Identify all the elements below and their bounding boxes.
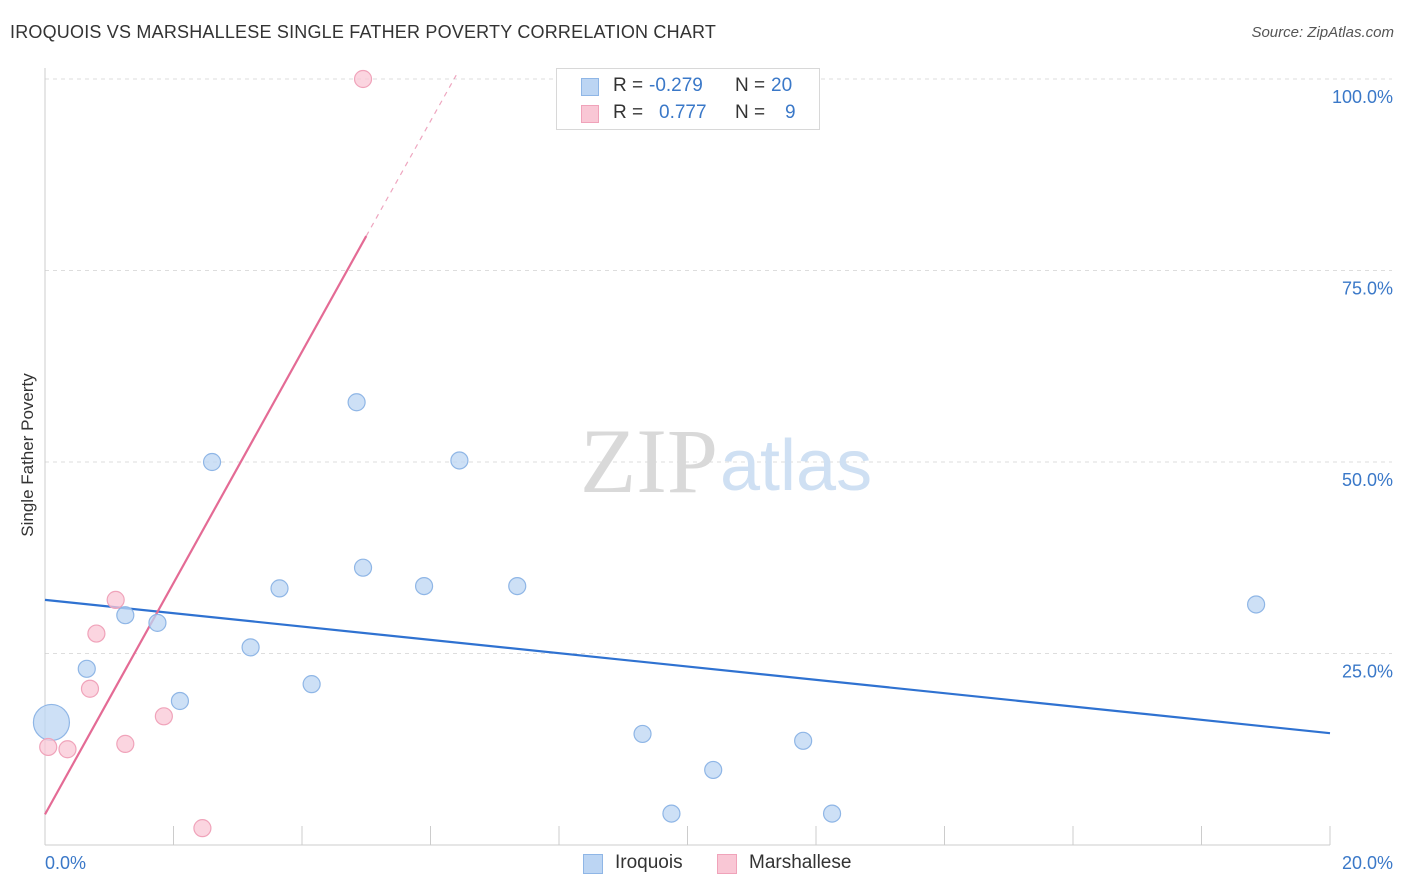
marshallese-point [80, 679, 100, 698]
source-label: Source: ZipAtlas.com [1251, 24, 1394, 41]
marshallese-trend-line [44, 235, 368, 815]
legend-label-marshallese: Marshallese [749, 852, 852, 873]
iroquois-point [116, 606, 135, 625]
iroquois-point [508, 576, 527, 596]
n-label: N = [735, 102, 766, 123]
watermark-zip: ZIP [580, 410, 718, 512]
r-label: R = [613, 102, 644, 123]
marshallese-point [106, 590, 125, 609]
iroquois-point [170, 691, 190, 711]
n-label: N = [735, 75, 766, 96]
trend-lines [44, 74, 1331, 815]
marshallese-point [116, 734, 135, 753]
iroquois-point [32, 703, 71, 742]
marshallese-legend-swatch [717, 854, 737, 874]
tick-labels: 25.0% 50.0% 75.0% 100.0% 0.0% 20.0% [45, 87, 1393, 873]
watermark-atlas: atlas [720, 426, 872, 506]
iroquois-point [1247, 595, 1266, 614]
legend-label-iroquois: Iroquois [615, 852, 683, 873]
iroquois-point [450, 451, 469, 470]
iroquois-point [77, 659, 96, 678]
marshallese-point [58, 740, 77, 759]
iroquois-point [353, 558, 373, 577]
n-value: 9 [785, 102, 796, 123]
marshallese-trend-extension [365, 74, 457, 237]
iroquois-point [414, 576, 434, 596]
iroquois-point [148, 613, 167, 632]
data-points [32, 69, 1266, 838]
iroquois-point [241, 638, 260, 657]
r-value: -0.279 [649, 75, 703, 96]
grid-lines [45, 78, 1392, 654]
iroquois-point [662, 804, 681, 823]
x-tick-label: 20.0% [1342, 853, 1393, 873]
r-label: R = [613, 75, 644, 96]
x-tick-label: 0.0% [45, 853, 86, 873]
y-tick-label: 25.0% [1342, 662, 1393, 682]
iroquois-swatch [581, 78, 599, 96]
iroquois-point [270, 579, 289, 598]
marshallese-point [154, 707, 173, 726]
chart-title: IROQUOIS VS MARSHALLESE SINGLE FATHER PO… [10, 22, 717, 42]
marshallese-point [39, 737, 58, 757]
n-value: 20 [771, 75, 793, 96]
iroquois-point [633, 724, 652, 744]
iroquois-point [202, 452, 222, 472]
iroquois-point [704, 760, 723, 780]
axes [44, 68, 1331, 846]
y-tick-label: 75.0% [1342, 279, 1393, 299]
marshallese-swatch [581, 105, 599, 123]
stats-legend: R = -0.279 N = 20 R = 0.777 N = 9 [556, 68, 820, 130]
iroquois-point [794, 731, 813, 750]
iroquois-legend-swatch [583, 854, 603, 874]
marshallese-point [87, 624, 106, 643]
r-value: 0.777 [659, 102, 707, 123]
y-tick-label: 100.0% [1332, 87, 1393, 107]
y-tick-label: 50.0% [1342, 470, 1393, 490]
iroquois-point [302, 675, 321, 694]
iroquois-point [347, 393, 366, 412]
iroquois-point [822, 804, 842, 823]
marshallese-point [193, 819, 212, 838]
marshallese-point [353, 69, 373, 89]
iroquois-trend-line [44, 598, 1331, 735]
